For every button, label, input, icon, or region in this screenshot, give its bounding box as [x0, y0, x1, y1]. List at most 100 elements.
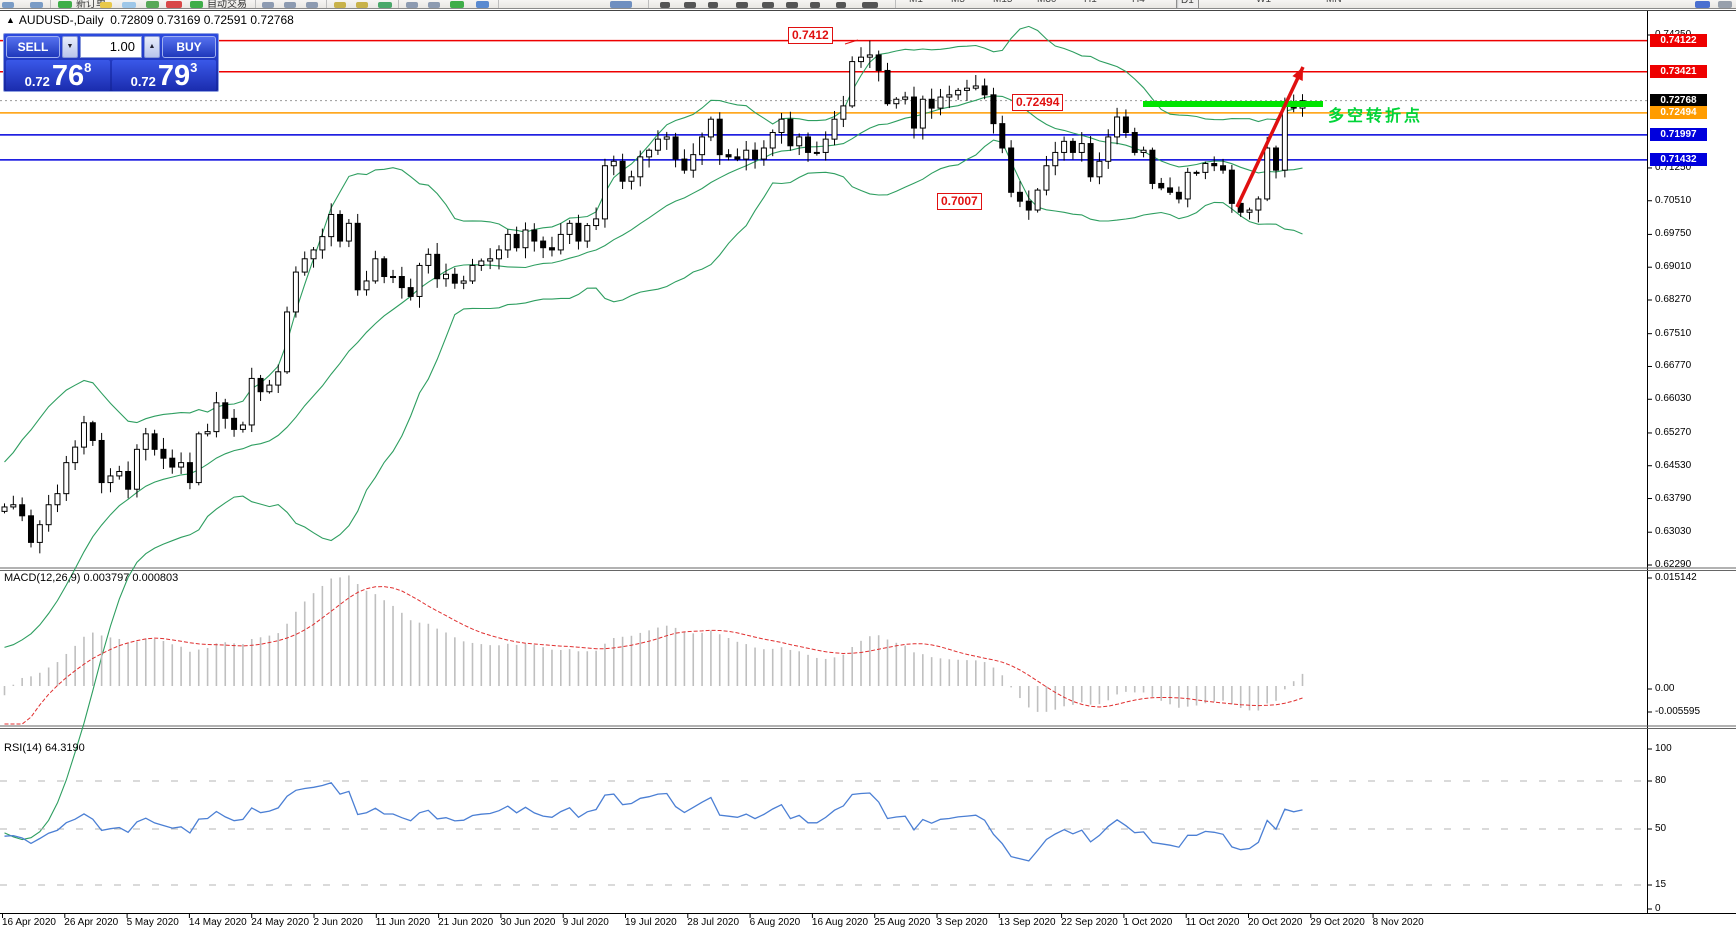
candle-body	[398, 276, 405, 289]
candle-body	[222, 402, 229, 419]
candle-body	[169, 457, 176, 468]
date-label: 11 Oct 2020	[1185, 917, 1240, 928]
sell-button[interactable]: SELL	[6, 36, 60, 58]
macd-axis-label: -0.005595	[1655, 706, 1701, 717]
crosshair-tool-icon[interactable]	[684, 2, 696, 8]
buy-price[interactable]: 0.72 79 3	[112, 60, 216, 91]
buy-button[interactable]: BUY	[162, 36, 216, 58]
candle-body	[416, 264, 423, 297]
indicators-icon[interactable]	[406, 2, 418, 8]
candle-body	[407, 287, 414, 297]
toolbar-separator	[326, 0, 327, 8]
candle-body	[884, 69, 891, 105]
timeframe-mn[interactable]: MN	[1322, 0, 1346, 8]
candle-body	[1087, 143, 1094, 178]
shapes-icon[interactable]	[862, 2, 878, 8]
candle-body	[1255, 198, 1262, 211]
candle-body	[601, 165, 608, 220]
add-indicator-icon[interactable]	[450, 1, 464, 8]
support-zone-line[interactable]	[1143, 101, 1323, 107]
candle-body	[301, 258, 308, 273]
timeframe-d1[interactable]: D1	[1176, 0, 1199, 8]
candle-body	[734, 156, 741, 160]
date-label: 24 May 2020	[251, 917, 310, 928]
ide-icon[interactable]	[1695, 1, 1710, 8]
timeframe-w1[interactable]: W1	[1252, 0, 1275, 8]
volume-input[interactable]: 1.00	[80, 36, 142, 58]
toolbar[interactable]: 新订单 自动交易 M1 M5 M15 M30 H1 H4 D1 W1 MN	[0, 0, 1736, 9]
candle-body	[186, 462, 193, 484]
chart-window-icon[interactable]	[2, 2, 14, 8]
date-label: 1 Oct 2020	[1123, 917, 1173, 928]
candle-body	[990, 94, 997, 125]
label-tool-icon[interactable]	[836, 2, 846, 8]
candle-body	[125, 470, 132, 490]
candle-body	[390, 276, 397, 279]
timeframe-m5[interactable]: M5	[947, 0, 969, 8]
volume-down-button[interactable]: ▼	[62, 36, 78, 58]
market-watch-icon[interactable]	[166, 1, 182, 8]
new-order-icon[interactable]	[58, 1, 72, 8]
candle-body	[284, 311, 291, 373]
timeframe-h1[interactable]: H1	[1080, 0, 1101, 8]
crosshair-icon[interactable]	[284, 2, 296, 8]
bollinger-middle	[4, 95, 1303, 648]
trend-arrow[interactable]	[1235, 66, 1305, 208]
candle-body	[142, 433, 149, 450]
candle-body	[1202, 163, 1209, 173]
hline-icon[interactable]	[736, 2, 748, 8]
chart-candles-icon[interactable]	[610, 1, 632, 8]
price-axis-tick-label: 0.67510	[1655, 327, 1692, 339]
candle-body	[1246, 209, 1253, 213]
date-label: 11 Jun 2020	[375, 917, 431, 928]
zoom-out-icon[interactable]	[356, 2, 368, 8]
strategy-tester-icon[interactable]	[378, 2, 392, 8]
candle-body	[266, 384, 273, 393]
annotation-low-price[interactable]: 0.7007	[937, 193, 982, 210]
price-axis-tick-label: 0.66770	[1655, 360, 1692, 372]
globe-icon[interactable]	[146, 1, 159, 8]
autotrading-label: 自动交易	[207, 0, 247, 9]
chart-title: ▲ AUDUSD-,Daily 0.72809 0.73169 0.72591 0…	[6, 13, 294, 27]
trendline-icon[interactable]	[762, 2, 774, 8]
annotation-pivot-price[interactable]: 0.72494	[1012, 94, 1064, 111]
annotation-high-price[interactable]: 0.7412	[788, 27, 833, 44]
help-chat-icon[interactable]	[1718, 1, 1732, 8]
vline-icon[interactable]	[708, 2, 718, 8]
candle-body	[637, 156, 644, 178]
candle-body	[902, 96, 909, 100]
candle-body	[89, 422, 96, 441]
grid-icon[interactable]	[262, 2, 274, 8]
date-label: 2 Jun 2020	[313, 917, 364, 928]
text-tool-icon[interactable]	[810, 2, 820, 8]
candle-body	[319, 236, 326, 251]
candle-body	[1034, 189, 1041, 211]
annotation-cn-note[interactable]: 多空转折点	[1328, 108, 1424, 125]
tag-icon[interactable]	[100, 2, 112, 8]
chart-symbol: AUDUSD-,Daily	[18, 13, 104, 27]
candle-body	[345, 222, 352, 242]
candle-body	[769, 131, 776, 149]
price-axis-tick-label: 0.64530	[1655, 459, 1692, 471]
fibo-icon[interactable]	[786, 2, 798, 8]
autotrading-icon[interactable]	[190, 1, 203, 8]
volume-up-button[interactable]: ▲	[144, 36, 160, 58]
candle-body	[45, 504, 52, 526]
candle-body	[937, 96, 944, 109]
sell-price[interactable]: 0.72 76 8	[6, 60, 110, 91]
cursor-icon[interactable]	[660, 2, 670, 8]
candle-body	[593, 218, 600, 227]
time-icon[interactable]	[476, 1, 489, 8]
price-level-label: 0.74122	[1650, 34, 1707, 48]
timeframe-m1[interactable]: M1	[905, 0, 927, 8]
zoom-in-icon[interactable]	[334, 2, 346, 8]
templates-icon[interactable]	[306, 2, 318, 8]
timeframe-m30[interactable]: M30	[1033, 0, 1060, 8]
timeframe-h4[interactable]: H4	[1128, 0, 1149, 8]
cloud-icon[interactable]	[122, 2, 136, 8]
period-icon[interactable]	[428, 2, 440, 8]
timeframe-m15[interactable]: M15	[989, 0, 1016, 8]
profile-icon[interactable]	[30, 2, 43, 8]
candle-body	[133, 448, 140, 490]
